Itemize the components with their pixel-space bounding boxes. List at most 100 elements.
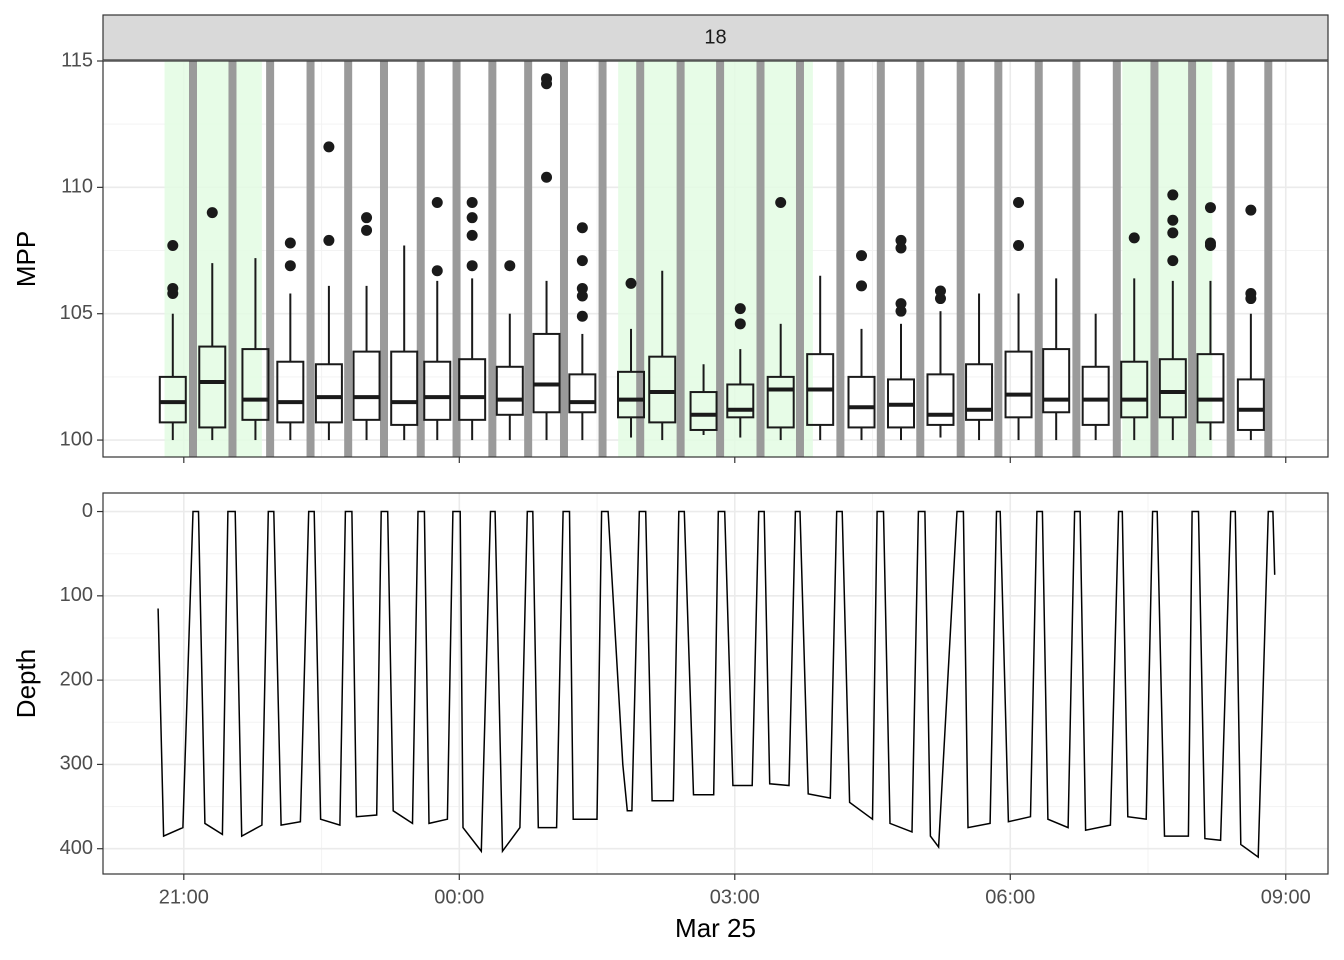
box-group [1120, 232, 1149, 441]
outlier [1245, 204, 1257, 216]
outlier [895, 234, 907, 246]
outlier [1167, 227, 1179, 239]
box [390, 350, 419, 426]
y-tick-label: 0 [82, 500, 93, 522]
strip-label: 18 [704, 26, 726, 48]
surface-bar [1034, 61, 1043, 457]
panel-border [102, 60, 1329, 458]
outlier [466, 260, 478, 272]
box [847, 375, 876, 429]
box-group [276, 237, 305, 441]
box [276, 360, 305, 424]
outlier [1167, 214, 1179, 226]
surface-bar [836, 61, 845, 457]
surface-bar [452, 61, 461, 457]
outlier [466, 197, 478, 209]
surface-bar [488, 61, 497, 457]
y-tick-label: 105 [60, 302, 93, 324]
box-group [617, 277, 646, 438]
surface-bar [266, 61, 275, 457]
outlier [734, 303, 746, 315]
x-tick-label: 03:00 [710, 886, 760, 908]
box-group [806, 275, 835, 441]
y-tick-label: 100 [60, 584, 93, 606]
y-tick-label: 115 [61, 49, 93, 71]
y-tick-label: 300 [60, 753, 93, 775]
surface-bar [795, 61, 804, 457]
box [314, 363, 343, 424]
outlier [466, 229, 478, 241]
box-group [926, 285, 955, 438]
box [495, 365, 524, 416]
strip [102, 14, 1329, 61]
box-group [458, 197, 487, 441]
surface-bar [416, 61, 425, 457]
surface-bar [524, 61, 533, 457]
outlier [934, 293, 946, 305]
x-tick-label: 21:00 [159, 886, 209, 908]
outlier [541, 78, 553, 90]
y-tick-label: 100 [60, 428, 93, 450]
box [532, 332, 561, 414]
box-group [1081, 313, 1110, 441]
box-group [689, 364, 718, 436]
outlier [1013, 239, 1025, 251]
outlier [323, 234, 335, 246]
outlier [284, 237, 296, 249]
outlier [895, 298, 907, 310]
outlier [895, 242, 907, 254]
box [1196, 353, 1225, 424]
surface-bar [559, 61, 568, 457]
box [1236, 378, 1265, 431]
box-group [1042, 278, 1071, 441]
box-group [568, 222, 597, 441]
outlier [167, 287, 179, 299]
surface-bar [636, 61, 645, 457]
outlier [576, 255, 588, 267]
surface-bar [306, 61, 315, 457]
outlier [541, 171, 553, 183]
y-tick-label: 110 [61, 176, 93, 198]
box-group [1158, 189, 1187, 441]
box [458, 358, 487, 421]
box-group [886, 234, 915, 441]
surface-bar [1150, 61, 1159, 457]
box [352, 350, 381, 421]
x-tick-label: 06:00 [985, 886, 1035, 908]
outlier [504, 260, 516, 272]
box-group [314, 141, 343, 441]
outlier [895, 305, 907, 317]
outlier [625, 277, 637, 289]
surface-bar [1226, 61, 1235, 457]
box-group [847, 250, 876, 441]
box-group [726, 303, 755, 438]
outlier [284, 260, 296, 272]
surface-bar [598, 61, 607, 457]
surface-bar [956, 61, 965, 457]
outlier [1128, 232, 1140, 244]
box-group [352, 212, 381, 441]
outlier [1013, 197, 1025, 209]
box [1042, 348, 1071, 414]
outlier [576, 290, 588, 302]
box-group [241, 258, 270, 441]
box-group [390, 245, 419, 441]
outlier [576, 282, 588, 294]
box [1081, 365, 1110, 426]
outlier [167, 239, 179, 251]
y-axis-title: Depth [11, 649, 41, 718]
box [617, 370, 646, 419]
outlier [576, 310, 588, 322]
box [965, 363, 994, 421]
box-group [1236, 204, 1265, 441]
outlier [206, 207, 218, 219]
outlier [576, 222, 588, 234]
box [1004, 350, 1033, 419]
outlier [1167, 255, 1179, 267]
outlier [323, 141, 335, 153]
box [689, 391, 718, 431]
shaded-period [1122, 61, 1213, 457]
surface-bar [1112, 61, 1121, 457]
box-group [965, 293, 994, 441]
x-axis-title: Mar 25 [675, 913, 756, 943]
